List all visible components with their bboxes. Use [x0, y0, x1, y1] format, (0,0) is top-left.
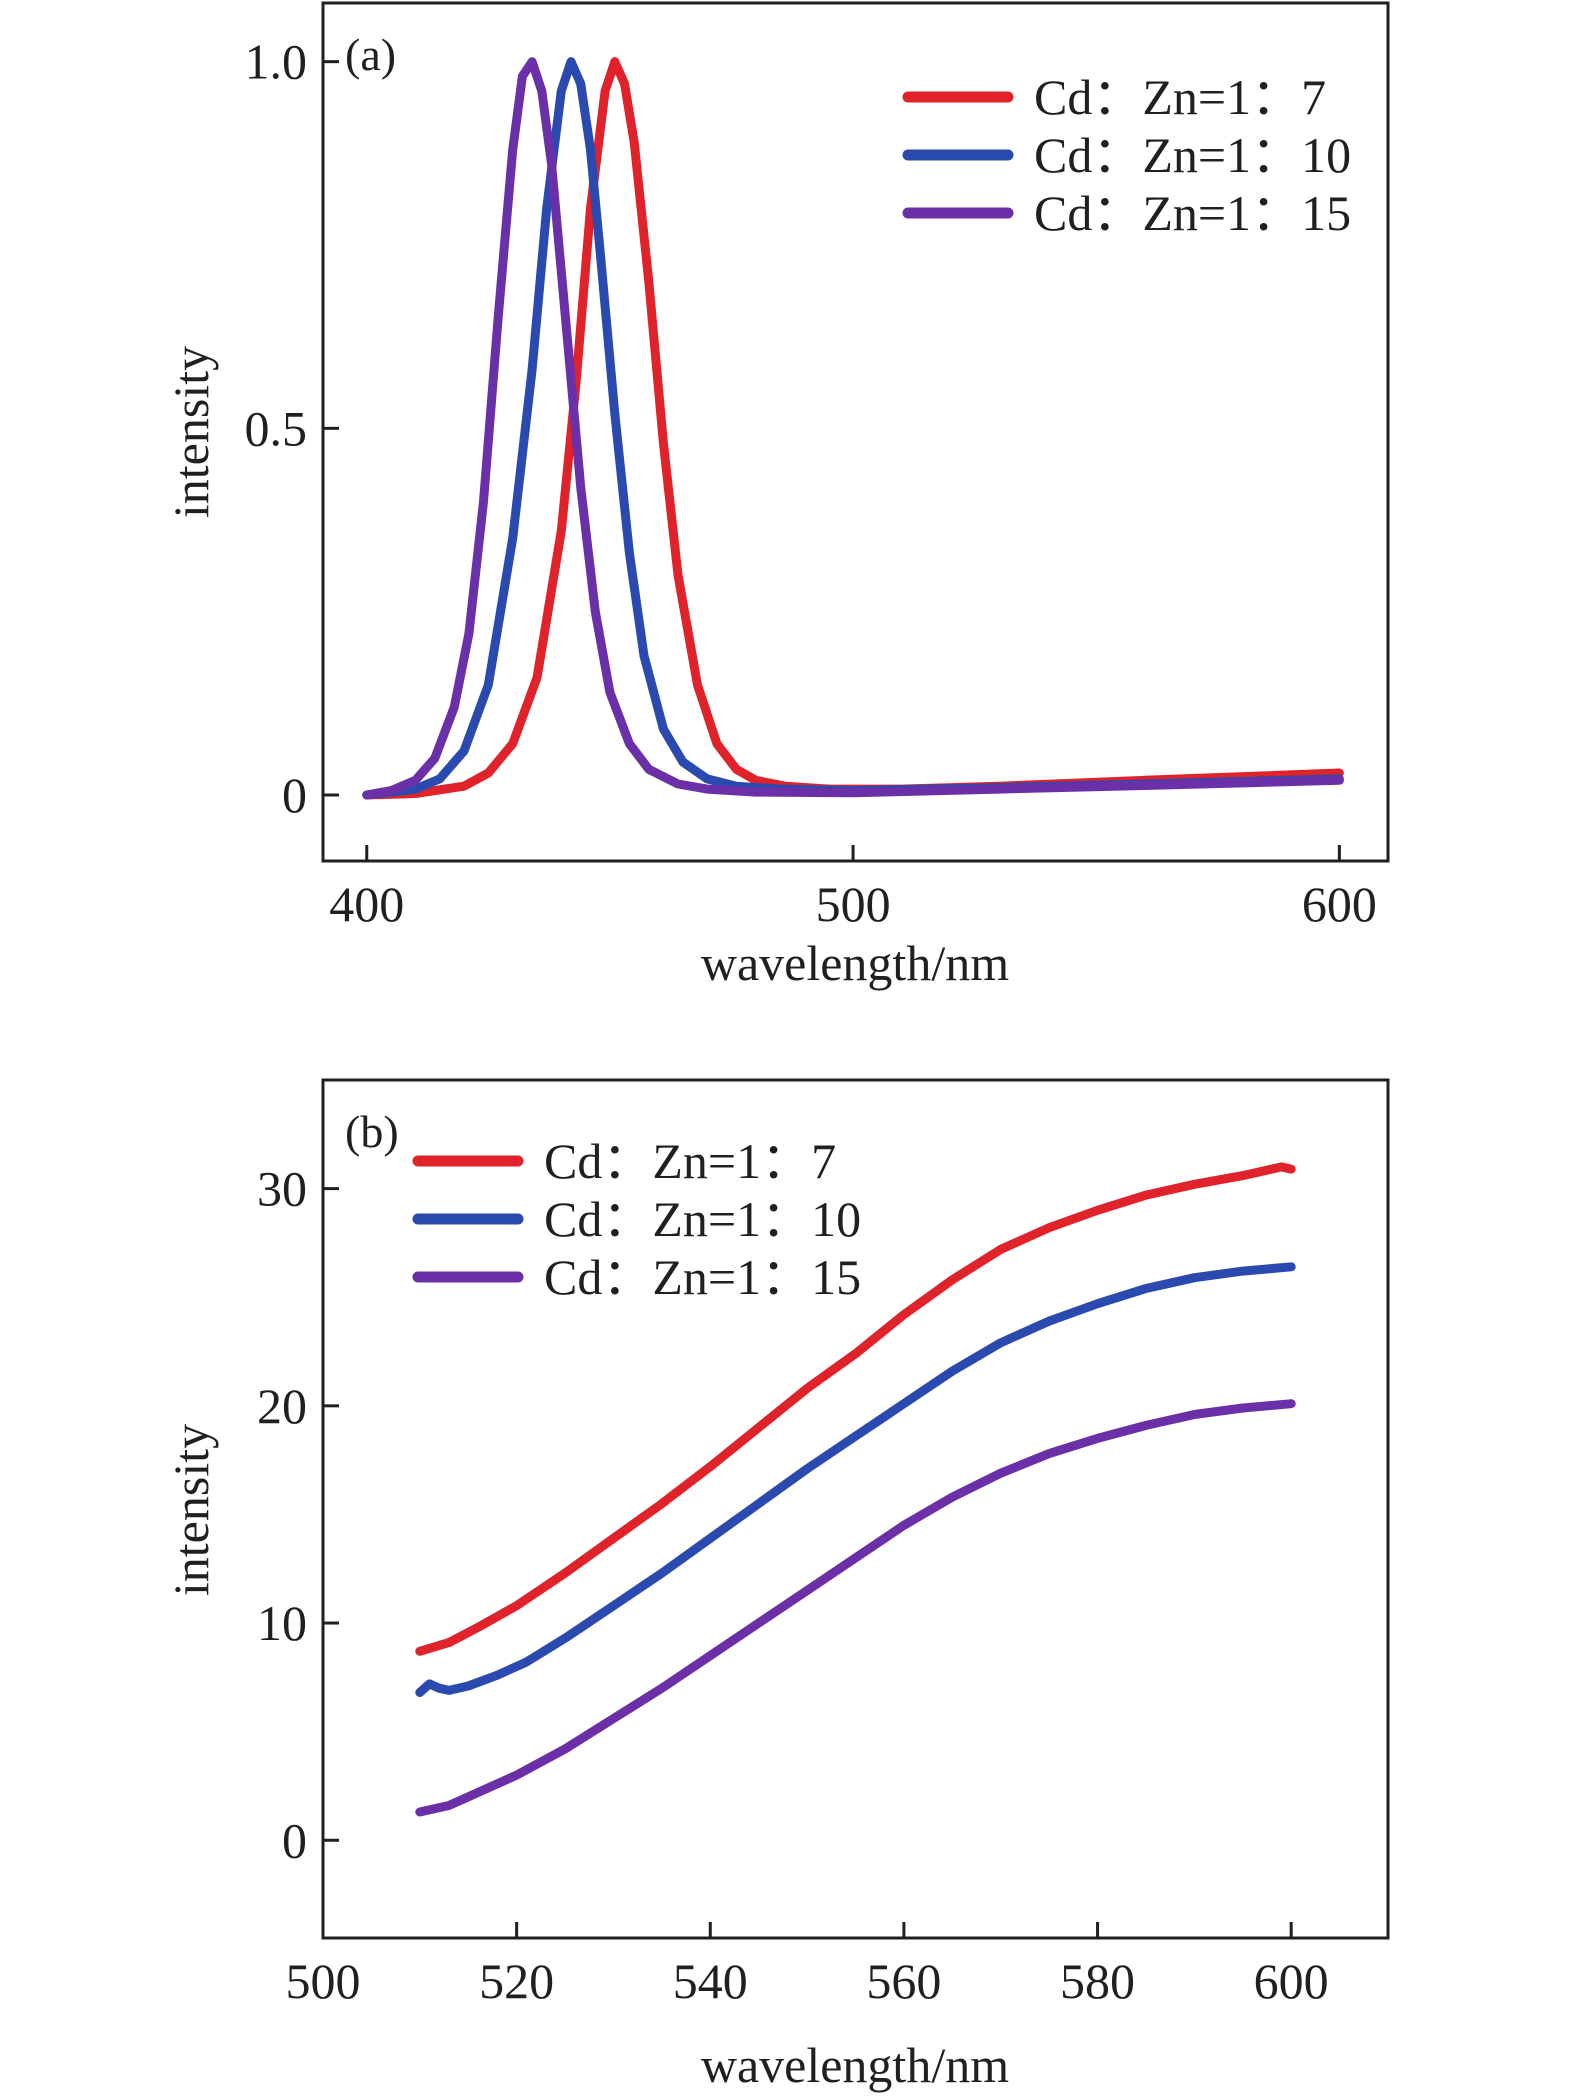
panel-b-x-tick-label: 560: [866, 1953, 941, 2009]
panel-b-y-tick-label: 20: [257, 1378, 307, 1434]
panel-a-y-tick-label: 0: [282, 767, 307, 823]
panel-a-x-tick-label: 500: [816, 876, 891, 932]
panel-a-legend-label-2: Cd：Zn=1：10: [1034, 127, 1351, 183]
panel-b-series-line-2: [415, 1262, 1296, 1697]
panel-a-legend-label-1: Cd：Zn=1：7: [1034, 69, 1326, 125]
panel-b-y-tick-label: 30: [257, 1161, 307, 1217]
panel-a-y-axis-label: intensity: [163, 346, 219, 518]
panel-b-y-tick-label: 0: [282, 1812, 307, 1868]
panel-b-x-tick-label: 520: [479, 1953, 554, 2009]
panel-a-y-tick-label: 0.5: [245, 400, 308, 456]
panel-a-x-tick-label: 600: [1302, 876, 1377, 932]
panel-b-x-axis-label: wavelength/nm: [701, 2037, 1009, 2093]
panel-a-label: (a): [345, 29, 396, 80]
panel-b-label: (b): [345, 1106, 399, 1157]
panel-b-x-tick-label: 540: [673, 1953, 748, 2009]
panel-b-legend-label-1: Cd：Zn=1：7: [544, 1133, 836, 1189]
panel-a-x-axis-label: wavelength/nm: [701, 935, 1009, 991]
panel-b-plot-frame: [321, 1078, 1390, 1940]
panel-b-legend-label-2: Cd：Zn=1：10: [544, 1191, 861, 1247]
panel-a-y-tick-label: 1.0: [245, 34, 308, 90]
panel-a-x-tick-label: 400: [329, 876, 404, 932]
panel-b-legend-label-3: Cd：Zn=1：15: [544, 1249, 861, 1305]
panel-a-plot-frame: [321, 1, 1390, 863]
panel-a-series: [362, 57, 1344, 800]
panel-b-series-line-3: [415, 1399, 1296, 1817]
panel-b-x-tick-label: 600: [1254, 1953, 1329, 2009]
panel-b-y-axis-label: intensity: [163, 1424, 219, 1596]
panel-b-x-tick-label: 580: [1060, 1953, 1135, 2009]
panel-b-x-tick-label: 500: [286, 1953, 361, 2009]
panel-b-series-line-1: [415, 1162, 1296, 1656]
panel-b-axes: 500 520 540 560 580 600 0 10 20 30: [257, 1161, 1329, 2009]
panel-a-axes: 400 500 600 0 0.5 1.0: [245, 34, 1377, 932]
panel-a-series-line-3: [362, 57, 1344, 800]
panel-b-series: [415, 1162, 1296, 1817]
panel-a-chart: (a) 400 500 600 0 0.5 1.0 wavelength/nm inten…: [163, 1, 1390, 991]
panel-b-y-tick-label: 10: [257, 1595, 307, 1651]
panel-a-legend-label-3: Cd：Zn=1：15: [1034, 185, 1351, 241]
panel-b-chart: (b) 500 520 540 560 580 600 0 10 20 30 wavelength…: [163, 1078, 1390, 2093]
